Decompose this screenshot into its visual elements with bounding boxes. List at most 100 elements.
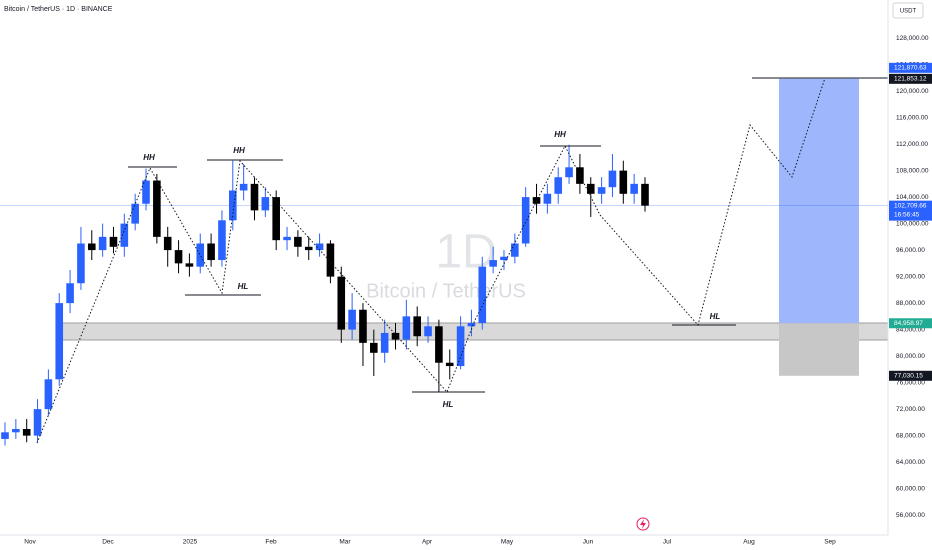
candle-body	[120, 223, 129, 247]
price-label-box	[889, 200, 932, 221]
candle-body	[315, 243, 324, 251]
candle-body	[586, 183, 595, 194]
y-tick-label: 64,000.00	[896, 459, 925, 466]
y-tick-label: 96,000.00	[896, 247, 925, 254]
candle-body	[435, 326, 443, 363]
candle-body	[489, 260, 497, 267]
watermark-symbol: Bitcoin / TetherUS	[366, 280, 526, 302]
y-tick-label: 80,000.00	[896, 353, 925, 360]
x-tick-label: Sep	[824, 539, 836, 546]
candle-body	[608, 170, 617, 188]
candle-body	[521, 197, 530, 244]
candle-body	[98, 236, 107, 251]
candle-body	[380, 332, 389, 353]
candle-body	[163, 236, 172, 251]
pattern-lines	[36, 77, 888, 444]
candle-body	[294, 236, 302, 247]
candle-body	[272, 197, 280, 241]
candle-body	[445, 362, 454, 367]
annotation: HH	[554, 130, 566, 139]
y-tick-label: 88,000.00	[896, 300, 925, 307]
candle-body	[55, 303, 64, 380]
x-tick-label: Feb	[265, 539, 277, 546]
y-tick-label: 112,000.00	[896, 141, 928, 148]
candle-body	[185, 263, 194, 267]
candle-body	[304, 246, 313, 251]
candle-body	[77, 243, 85, 284]
profit-box	[779, 78, 859, 324]
candle-body	[196, 243, 205, 267]
candle-body	[641, 183, 649, 206]
annotation: HL	[238, 282, 249, 291]
price-label: 84,958.97	[894, 320, 923, 327]
candle-body	[12, 428, 20, 433]
x-tick-label: Apr	[422, 539, 433, 546]
candle-body	[402, 316, 411, 340]
candle-body	[109, 236, 118, 247]
candle-body	[229, 190, 237, 221]
candle-body	[1, 432, 9, 439]
event-icon[interactable]	[636, 517, 650, 531]
loss-box	[779, 323, 859, 376]
candle-body	[87, 243, 96, 251]
y-tick-label: 128,000.00	[896, 35, 929, 42]
candle-body	[456, 326, 465, 367]
candle-body	[413, 316, 421, 337]
x-tick-label: 2025	[183, 539, 198, 546]
annotation: HH	[143, 153, 155, 162]
x-tick-label: Nov	[24, 539, 36, 546]
y-tick-label: 116,000.00	[896, 114, 928, 121]
candle-body	[391, 332, 400, 340]
candle-body	[619, 170, 628, 194]
annotation: HL	[443, 400, 454, 409]
watermark-interval: 1D	[435, 226, 496, 279]
countdown: 16:56:45	[894, 211, 920, 218]
price-label-box	[889, 62, 932, 73]
price-label-box	[889, 73, 932, 84]
x-tick-label: May	[501, 539, 514, 546]
candle-body	[142, 180, 150, 204]
currency-box[interactable]	[892, 2, 924, 19]
candle-body	[630, 183, 638, 194]
price-label-box	[889, 318, 932, 329]
candle-body	[218, 220, 226, 261]
annotation: HH	[233, 146, 245, 155]
y-tick-label: 92,000.00	[896, 273, 925, 280]
candle-body	[500, 256, 508, 261]
candle-body	[326, 243, 335, 277]
candle-body	[348, 309, 356, 330]
price-label: 121,870.63	[894, 65, 927, 72]
candle-body	[131, 203, 139, 224]
y-tick-label: 72,000.00	[896, 406, 925, 413]
symbol-title: Bitcoin / TetherUS · 1D · BINANCE	[4, 6, 113, 13]
projection-path	[36, 77, 826, 444]
candle-body	[250, 183, 259, 211]
y-tick-label: 100,000.00	[896, 220, 929, 227]
candle-body	[554, 177, 563, 194]
candle-body	[511, 243, 519, 257]
currency: USDT	[900, 9, 917, 15]
annotation: HL	[710, 312, 721, 321]
x-tick-label: Aug	[743, 539, 755, 546]
candle-body	[33, 409, 42, 436]
candle-body	[359, 309, 367, 343]
price-label-box	[889, 370, 932, 381]
x-tick-label: Mar	[339, 539, 351, 546]
candle-body	[207, 243, 215, 261]
candle-body	[370, 342, 378, 353]
x-tick-label: Dec	[102, 539, 114, 546]
y-tick-label: 84,000.00	[896, 326, 925, 333]
candle-body	[22, 428, 31, 436]
candle-body	[239, 183, 248, 191]
x-tick-label: Jun	[583, 539, 594, 546]
candle-body	[478, 266, 487, 323]
x-tick-label: Jul	[663, 539, 672, 546]
candle-body	[424, 326, 432, 337]
event-bolt	[640, 519, 646, 529]
price-label: 102,709.66	[894, 202, 927, 209]
y-tick-label: 76,000.00	[896, 379, 925, 386]
y-tick-label: 56,000.00	[896, 512, 925, 519]
y-tick-label: 60,000.00	[896, 485, 925, 492]
